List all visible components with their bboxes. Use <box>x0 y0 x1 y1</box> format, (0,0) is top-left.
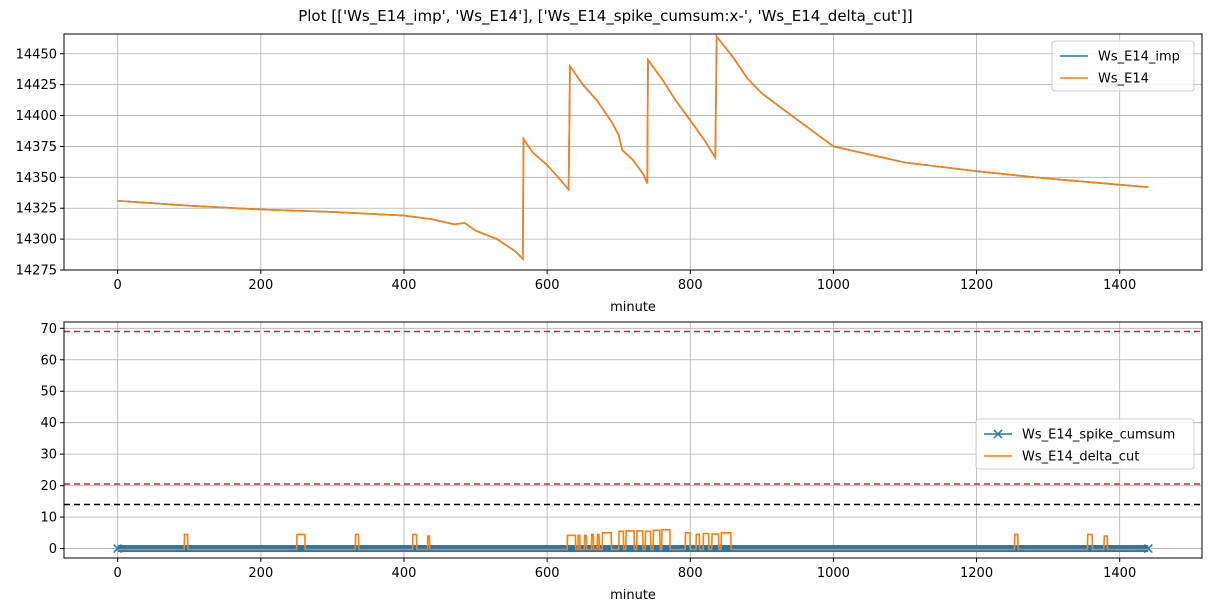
plot-area <box>113 528 1153 554</box>
x-tick-label: 600 <box>535 566 560 581</box>
y-tick-label: 14400 <box>16 109 57 124</box>
y-tick-label: 20 <box>40 479 57 494</box>
legend: Ws_E14_spike_cumsum Ws_E14_delta_cut <box>975 418 1195 470</box>
y-tick-label: 70 <box>40 322 57 337</box>
x-tick-label: 400 <box>392 278 417 293</box>
x-tick-label: 600 <box>535 278 560 293</box>
subplot-2: 0 200 400 600 800 1000 1200 1400 0 10 20 30 40 50 60 70… <box>40 321 1203 603</box>
series-line-Ws_E14_delta_cut <box>117 528 1149 551</box>
y-tick-label: 14325 <box>16 202 57 217</box>
y-tick-label: 50 <box>40 385 57 400</box>
x-tick-label: 800 <box>678 278 703 293</box>
x-tick-label: 1000 <box>817 278 850 293</box>
series-line-Ws_E14 <box>117 34 1149 261</box>
y-tick-label: 60 <box>40 353 57 368</box>
series-line-Ws_E14_imp <box>117 34 1149 261</box>
x-tick-label: 0 <box>114 566 122 581</box>
legend-label: Ws_E14_imp <box>1098 50 1180 65</box>
legend: Ws_E14_imp Ws_E14 <box>1051 40 1195 92</box>
legend-label: Ws_E14_delta_cut <box>1022 450 1139 465</box>
y-tick-label: 0 <box>49 542 57 557</box>
axes-frame <box>63 33 1203 271</box>
y-tick-label: 14375 <box>16 140 57 155</box>
legend-box <box>975 418 1195 470</box>
x-tick-label: 200 <box>248 566 273 581</box>
x-tick-label: 1200 <box>960 278 993 293</box>
y-tick-label: 10 <box>40 511 57 526</box>
x-tick-label: 1000 <box>817 566 850 581</box>
y-tick-label: 14275 <box>16 264 57 279</box>
legend-label: Ws_E14 <box>1098 72 1149 87</box>
series-marker <box>113 544 123 554</box>
x-tick-label: 800 <box>678 566 703 581</box>
y-tick-label: 14450 <box>16 47 57 62</box>
plot-area <box>117 34 1149 261</box>
x-tick-label: 1400 <box>1103 566 1136 581</box>
legend-marker <box>993 429 1003 439</box>
x-axis-label: minute <box>610 300 656 315</box>
y-tick-label: 14300 <box>16 233 57 248</box>
x-tick-label: 1200 <box>960 566 993 581</box>
y-tick-label: 30 <box>40 448 57 463</box>
series-marker <box>1143 544 1153 554</box>
figure-title: Plot [['Ws_E14_imp', 'Ws_E14'], ['Ws_E14… <box>298 7 913 25</box>
y-tick-label: 40 <box>40 416 57 431</box>
subplot-1: 0 200 400 600 800 1000 1200 1400 14275 14300 14325… <box>16 33 1203 315</box>
axes-frame <box>63 321 1203 559</box>
x-tick-label: 1400 <box>1103 278 1136 293</box>
y-tick-label: 14425 <box>16 78 57 93</box>
legend-label: Ws_E14_spike_cumsum <box>1022 428 1175 443</box>
y-tick-label: 14350 <box>16 171 57 186</box>
x-tick-label: 0 <box>114 278 122 293</box>
x-tick-label: 200 <box>248 278 273 293</box>
x-axis-label: minute <box>610 588 656 603</box>
x-tick-label: 400 <box>392 566 417 581</box>
